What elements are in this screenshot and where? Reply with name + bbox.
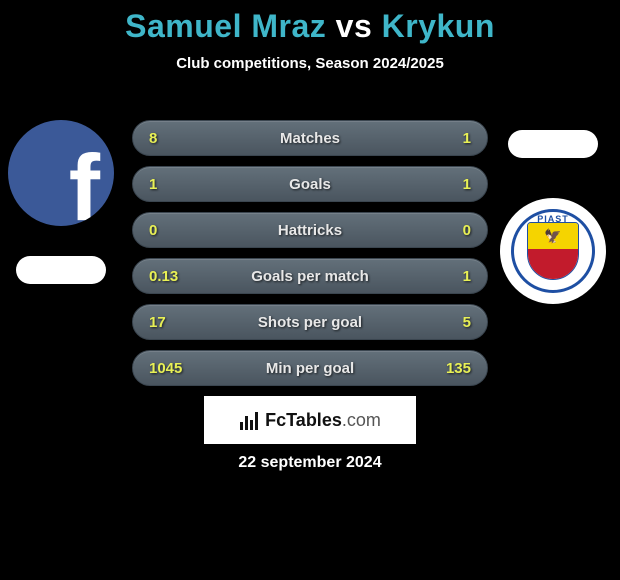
stat-row-goals-per-match: 0.13 Goals per match 1 (132, 258, 488, 294)
brand-text: FcTables.com (265, 410, 381, 431)
stat-label: Hattricks (133, 222, 487, 239)
crest-shield-bottom (528, 249, 578, 279)
stat-row-shots-per-goal: 17 Shots per goal 5 (132, 304, 488, 340)
eagle-icon: 🦅 (544, 228, 561, 245)
title-player1: Samuel Mraz (125, 8, 326, 44)
player2-name-chip (508, 130, 598, 158)
crest-top-text: PIAST (537, 214, 569, 224)
stat-label: Goals (133, 176, 487, 193)
crest-shield: 🦅 (527, 222, 579, 280)
title-player2: Krykun (382, 8, 495, 44)
stat-row-matches: 8 Matches 1 (132, 120, 488, 156)
crest-ring: PIAST 🦅 (511, 209, 595, 293)
infographic-root: Samuel Mraz vs Krykun Club competitions,… (0, 0, 620, 580)
brand-name-suffix: .com (342, 410, 381, 430)
stat-row-min-per-goal: 1045 Min per goal 135 (132, 350, 488, 386)
brand-name-strong: FcTables (265, 410, 342, 430)
player1-column: f (8, 120, 114, 284)
player1-photo: f (8, 120, 114, 226)
title-vs: vs (336, 8, 373, 44)
player2-column: PIAST 🦅 (500, 120, 606, 304)
date-text: 22 september 2024 (0, 454, 620, 472)
crest-shield-top: 🦅 (528, 223, 578, 249)
bar-chart-icon (239, 410, 259, 430)
brand-badge: FcTables.com (204, 396, 416, 444)
stats-block: 8 Matches 1 1 Goals 1 0 Hattricks 0 0.13… (132, 120, 488, 386)
stat-row-goals: 1 Goals 1 (132, 166, 488, 202)
player1-name-chip (16, 256, 106, 284)
stat-row-hattricks: 0 Hattricks 0 (132, 212, 488, 248)
stat-label: Min per goal (133, 360, 487, 377)
stat-label: Goals per match (133, 268, 487, 285)
player2-club-crest: PIAST 🦅 (500, 198, 606, 304)
facebook-icon: f (69, 134, 100, 226)
subtitle: Club competitions, Season 2024/2025 (0, 55, 620, 72)
stat-label: Matches (133, 130, 487, 147)
stat-label: Shots per goal (133, 314, 487, 331)
page-title: Samuel Mraz vs Krykun (0, 0, 620, 45)
